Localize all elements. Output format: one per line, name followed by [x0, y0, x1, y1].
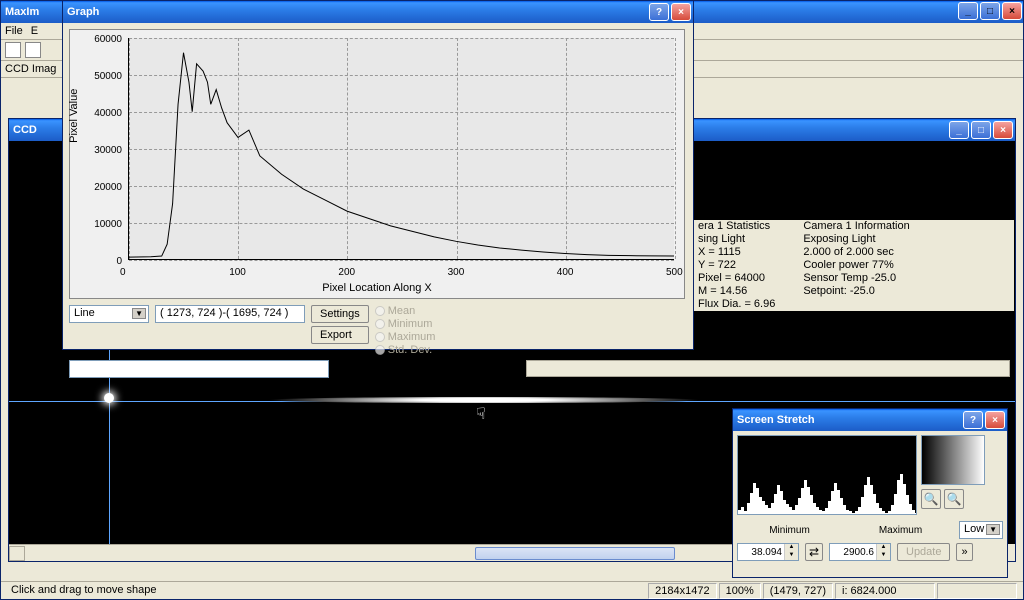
statusbar: Click and drag to move shape 2184x1472 1… [1, 581, 1023, 599]
bg-close-button[interactable]: × [1002, 2, 1022, 20]
status-hint: Click and drag to move shape [5, 583, 646, 599]
graph-title: Graph [67, 6, 649, 18]
stretch-help-button[interactable]: ? [963, 411, 983, 429]
graph-coords-field[interactable]: ( 1273, 724 )-( 1695, 724 ) [155, 305, 305, 323]
stretch-window: Screen Stretch ? × 🔍 🔍 Minimum Maximum L… [732, 408, 1008, 578]
update-expand-button[interactable]: » [956, 543, 972, 561]
streak-object [269, 397, 699, 403]
graph-close-button[interactable]: × [671, 3, 691, 21]
stretch-histogram[interactable] [737, 435, 917, 515]
ccd-image-tab[interactable]: CCD Imag [5, 63, 56, 75]
save-icon[interactable] [25, 42, 41, 58]
stat-mean-radio: Mean [375, 305, 436, 317]
stat-minimum-radio: Minimum [375, 318, 436, 330]
stretch-preset-combo[interactable]: Low [959, 521, 1003, 539]
swap-icon[interactable]: ⇄ [805, 543, 823, 561]
camera-stats-1: era 1 Statistics sing Light X = 1115 Y =… [698, 220, 775, 311]
settings-button[interactable]: Settings [311, 305, 369, 323]
update-button: Update [897, 543, 950, 561]
menu-file[interactable]: File [5, 25, 23, 37]
export-button[interactable]: Export [311, 326, 369, 344]
cursor-icon: ☟ [476, 404, 486, 424]
zoom-out-icon[interactable]: 🔍 [944, 489, 964, 509]
ccd-close-button[interactable]: × [993, 121, 1013, 139]
stretch-title: Screen Stretch [737, 414, 963, 426]
graph-stat-radios: Mean Minimum Maximum Std. Dev. [375, 305, 436, 356]
status-zoom: 100% [719, 583, 761, 599]
max-label: Maximum [848, 525, 953, 536]
stretch-titlebar: Screen Stretch ? × [733, 409, 1007, 431]
graph-titlebar: Graph ? × [63, 1, 693, 23]
stat-stddev-radio: Std. Dev. [375, 344, 436, 356]
min-spinner[interactable]: ▲▼ [737, 543, 799, 561]
graph-mode-combo[interactable]: Line [69, 305, 149, 323]
min-input[interactable] [738, 544, 784, 560]
open-icon[interactable] [5, 42, 21, 58]
status-intensity: i: 6824.000 [835, 583, 935, 599]
min-label: Minimum [737, 525, 842, 536]
status-cursor: (1479, 727) [763, 583, 833, 599]
status-spare [937, 583, 1017, 599]
max-spinner[interactable]: ▲▼ [829, 543, 891, 561]
gradient-preview [921, 435, 985, 485]
bg-maximize-button[interactable]: □ [980, 2, 1000, 20]
camera-info-1: Camera 1 Information Exposing Light 2.00… [803, 220, 909, 311]
graph-secondary-field[interactable] [69, 360, 329, 378]
ccd-minimize-button[interactable]: _ [949, 121, 969, 139]
status-dimensions: 2184x1472 [648, 583, 716, 599]
stretch-close-button[interactable]: × [985, 411, 1005, 429]
scroll-thumb[interactable] [475, 547, 675, 560]
star-object [104, 393, 114, 403]
graph-chart[interactable]: Pixel Value Pixel Location Along X 01000… [69, 29, 685, 299]
scroll-left-icon[interactable] [9, 546, 25, 561]
chart-plot-area [128, 38, 674, 260]
graph-window: Graph ? × Pixel Value Pixel Location Alo… [62, 0, 694, 350]
ccd-maximize-button[interactable]: □ [971, 121, 991, 139]
max-input[interactable] [830, 544, 876, 560]
menu-edit[interactable]: E [31, 25, 38, 37]
graph-help-button[interactable]: ? [649, 3, 669, 21]
bg-minimize-button[interactable]: _ [958, 2, 978, 20]
zoom-in-icon[interactable]: 🔍 [921, 489, 941, 509]
x-axis-title: Pixel Location Along X [70, 282, 684, 294]
stat-maximum-radio: Maximum [375, 331, 436, 343]
